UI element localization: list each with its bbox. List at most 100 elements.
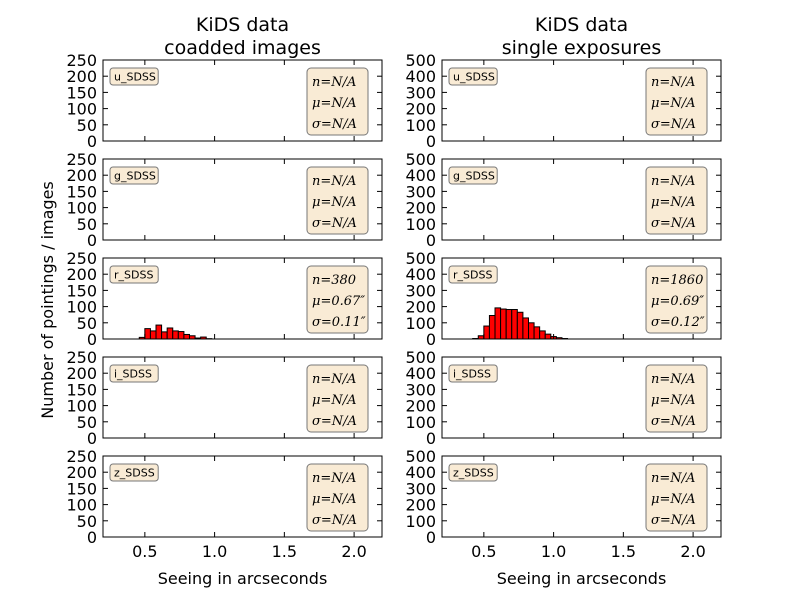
y-tick-label: 100 (405, 413, 436, 432)
y-tick-label: 200 (66, 67, 97, 86)
y-tick-label: 0 (426, 528, 436, 547)
y-tick-label: 0 (426, 429, 436, 448)
y-tick-label: 50 (77, 413, 97, 432)
band-label: g_SDSS (114, 170, 156, 183)
y-tick-label: 300 (405, 182, 436, 201)
y-tick-label: 500 (405, 249, 436, 268)
histogram-bar (150, 331, 156, 339)
stats-line: μ=0.67″ (312, 294, 365, 309)
y-tick-label: 200 (66, 364, 97, 383)
stats-line: n=N/A (312, 75, 356, 90)
band-label: i_SDSS (114, 368, 152, 381)
y-axis-label: Number of pointings / images (38, 181, 57, 418)
y-tick-label: 200 (405, 496, 436, 515)
y-tick-label: 500 (405, 447, 436, 466)
stats-line: σ=N/A (651, 513, 696, 528)
stats-line: μ=N/A (651, 195, 695, 210)
stats-line: μ=N/A (651, 96, 695, 111)
y-tick-label: 150 (66, 479, 97, 498)
y-tick-label: 50 (77, 314, 97, 333)
y-tick-label: 0 (426, 132, 436, 151)
y-tick-label: 100 (66, 496, 97, 515)
histogram-bar (145, 329, 151, 339)
y-tick-label: 0 (426, 330, 436, 349)
stats-line: σ=N/A (312, 216, 357, 231)
y-tick-label: 200 (66, 166, 97, 185)
band-label: r_SDSS (453, 269, 492, 282)
stats-line: n=N/A (651, 75, 695, 90)
y-tick-label: 0 (87, 528, 97, 547)
stats-line: n=N/A (651, 174, 695, 189)
stats-line: μ=N/A (312, 393, 356, 408)
x-tick-label: 1.5 (611, 542, 636, 561)
band-label: i_SDSS (453, 368, 491, 381)
band-label: u_SDSS (114, 71, 156, 84)
x-axis-label: Seeing in arcseconds (158, 569, 328, 588)
histogram-bar (512, 310, 518, 339)
y-tick-label: 100 (66, 100, 97, 119)
y-tick-label: 300 (405, 479, 436, 498)
y-tick-label: 100 (405, 512, 436, 531)
histogram-bar (478, 336, 484, 339)
stats-line: μ=N/A (651, 393, 695, 408)
chart-title-line: KiDS data (196, 14, 289, 36)
stats-line: μ=N/A (312, 96, 356, 111)
histogram-bar (489, 316, 495, 339)
x-tick-label: 0.5 (471, 542, 496, 561)
x-axis-label: Seeing in arcseconds (497, 569, 667, 588)
y-tick-label: 50 (77, 512, 97, 531)
y-tick-label: 0 (87, 132, 97, 151)
histogram-bar (506, 310, 512, 339)
histogram-bar (517, 312, 523, 339)
y-tick-label: 400 (405, 166, 436, 185)
histogram-bar (195, 338, 201, 339)
y-tick-label: 200 (405, 100, 436, 119)
y-tick-label: 50 (77, 116, 97, 135)
y-tick-label: 250 (66, 51, 97, 70)
y-tick-label: 200 (66, 463, 97, 482)
stats-line: μ=N/A (651, 492, 695, 507)
stats-line: μ=N/A (312, 492, 356, 507)
histogram-bar (528, 323, 534, 339)
y-tick-label: 0 (87, 429, 97, 448)
y-tick-label: 100 (405, 215, 436, 234)
stats-line: σ=N/A (651, 117, 696, 132)
y-tick-label: 500 (405, 348, 436, 367)
y-tick-label: 200 (405, 298, 436, 317)
histogram-bar (540, 331, 546, 339)
y-tick-label: 100 (66, 298, 97, 317)
histogram-bar (484, 326, 490, 339)
stats-line: n=N/A (312, 372, 356, 387)
y-tick-label: 0 (87, 330, 97, 349)
band-label: g_SDSS (453, 170, 495, 183)
band-label: z_SDSS (114, 467, 155, 480)
histogram-bar (184, 334, 190, 339)
x-tick-label: 2.0 (341, 542, 366, 561)
y-tick-label: 150 (66, 380, 97, 399)
y-tick-label: 400 (405, 364, 436, 383)
histogram-bar (545, 334, 551, 339)
stats-line: σ=N/A (651, 216, 696, 231)
stats-line: n=N/A (651, 372, 695, 387)
y-tick-label: 50 (77, 215, 97, 234)
y-tick-label: 200 (66, 265, 97, 284)
stats-line: σ=0.12″ (651, 315, 705, 330)
stats-line: n=1860 (651, 273, 703, 288)
histogram-bar (501, 309, 507, 339)
y-tick-label: 0 (87, 231, 97, 250)
chart-title-line: coadded images (164, 37, 321, 59)
stats-line: n=N/A (312, 174, 356, 189)
chart-title-line: KiDS data (535, 14, 628, 36)
histogram-bar (201, 337, 207, 339)
stats-line: σ=N/A (312, 513, 357, 528)
x-tick-label: 1.0 (202, 542, 227, 561)
y-tick-label: 400 (405, 265, 436, 284)
y-tick-label: 150 (66, 83, 97, 102)
